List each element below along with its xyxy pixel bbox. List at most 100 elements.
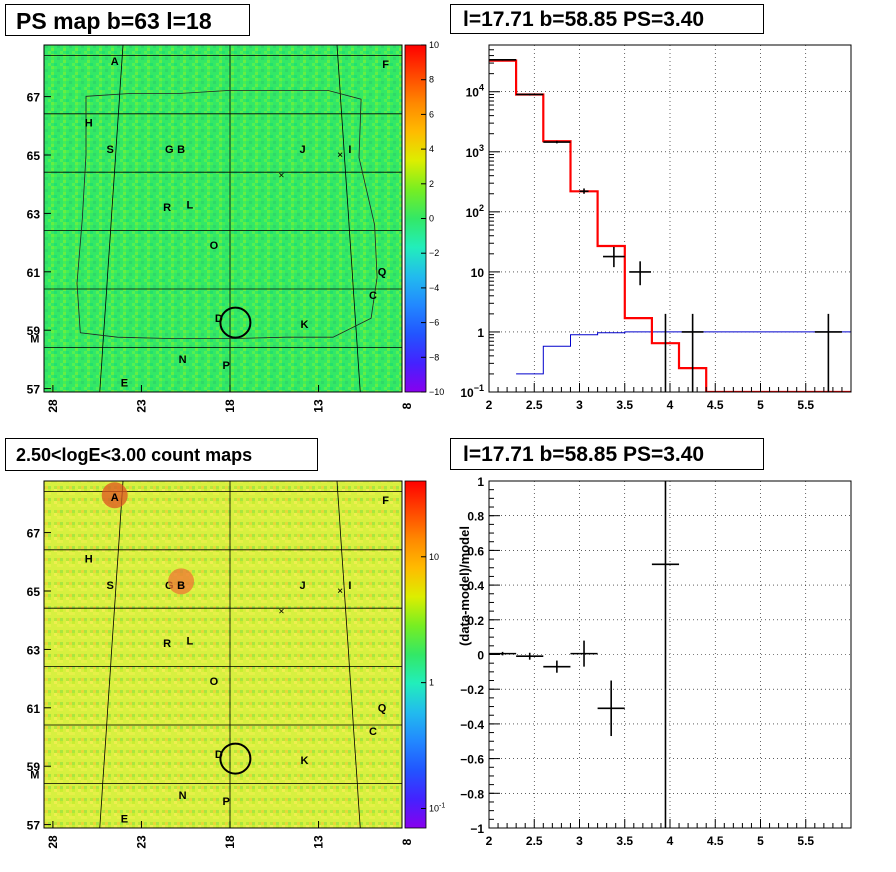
count-map-frame — [43, 480, 403, 829]
x-tick-label: 2.5 — [526, 834, 543, 848]
x-tick-label: 2 — [486, 834, 493, 848]
source-label-l: L — [187, 635, 194, 647]
colorbar-tick-label: 4 — [429, 144, 434, 154]
source-label-k: K — [301, 755, 309, 767]
y-tick-label: 65 — [27, 149, 41, 163]
source-label-f: F — [382, 59, 389, 71]
longitude-line — [336, 45, 361, 392]
y-tick-label: 102 — [466, 203, 484, 220]
bright-source-spot — [101, 482, 128, 509]
colorbar-tick-label: −6 — [429, 318, 439, 328]
x-tick-label: 3 — [576, 398, 583, 412]
x-tick-label: 5 — [757, 834, 764, 848]
y-tick-label: 61 — [27, 702, 41, 716]
source-label-k: K — [301, 319, 309, 331]
longitude-line — [0, 433, 22, 871]
y-tick-label: 10−1 — [460, 383, 484, 400]
cross-marker — [279, 608, 284, 614]
colorbar-tick-label: 8 — [429, 75, 434, 85]
x-tick-label: 8 — [400, 402, 414, 409]
residual-title: l=17.71 b=58.85 PS=3.40 — [450, 438, 764, 470]
source-label-p: P — [223, 796, 230, 808]
source-label-g: G — [165, 144, 174, 156]
x-tick-label: 8 — [400, 838, 414, 845]
source-label-q: Q — [378, 702, 387, 714]
target-marker-circle — [219, 306, 252, 339]
y-tick-label: 10 — [471, 266, 485, 280]
source-label-h: H — [85, 118, 93, 130]
y-tick-label: 1 — [477, 326, 484, 340]
roi-contour — [76, 90, 378, 339]
ps-map-frame — [43, 44, 403, 393]
colorbar-tick-label: 10 — [429, 40, 439, 50]
colorbar-tick-label: 0 — [429, 214, 434, 224]
source-label-c: C — [369, 290, 377, 302]
y-tick-label: 65 — [27, 585, 41, 599]
source-label-s: S — [106, 580, 113, 592]
colorbar-tick-label: 10-1 — [429, 803, 445, 814]
source-label-m: M — [30, 770, 39, 782]
spectrum-plot-area — [489, 45, 851, 392]
source-label-d: D — [215, 313, 223, 325]
y-tick-label: 63 — [27, 643, 41, 657]
colorbar-tick-label: 10 — [429, 552, 439, 562]
x-tick-label: 13 — [312, 399, 326, 413]
x-tick-label: 28 — [46, 835, 60, 849]
ps-map-grid — [0, 0, 402, 435]
source-label-e: E — [121, 813, 128, 825]
cross-marker — [337, 588, 343, 593]
source-label-r: R — [163, 638, 171, 650]
y-tick-label: 67 — [27, 91, 41, 105]
y-tick-label: 0.2 — [467, 614, 484, 628]
y-tick-label: 57 — [27, 383, 41, 397]
source-label-a: A — [111, 56, 119, 68]
source-label-i: I — [348, 580, 351, 592]
spectrum-title: l=17.71 b=58.85 PS=3.40 — [450, 4, 764, 34]
source-label-e: E — [121, 377, 128, 389]
source-label-o: O — [210, 676, 219, 688]
source-label-o: O — [210, 240, 219, 252]
source-label-h: H — [85, 554, 93, 566]
y-tick-label: −0.8 — [460, 787, 484, 801]
colorbar-tick-label: −4 — [429, 283, 439, 293]
x-tick-label: 23 — [134, 835, 148, 849]
colorbar-tick-label: −2 — [429, 248, 439, 258]
y-tick-label: 0.4 — [467, 579, 484, 593]
y-tick-label: 59 — [27, 760, 41, 774]
count-map-colorbar-frame — [404, 480, 427, 829]
x-tick-label: 13 — [312, 835, 326, 849]
source-label-j: J — [300, 144, 306, 156]
x-tick-label: 28 — [46, 399, 60, 413]
source-label-i: I — [348, 144, 351, 156]
source-label-b: B — [177, 144, 185, 156]
source-label-f: F — [382, 495, 389, 507]
residual-series — [489, 481, 680, 828]
y-tick-label: 59 — [27, 324, 41, 338]
y-tick-label: 0 — [477, 649, 484, 663]
ps-map-colorbar — [405, 45, 426, 392]
x-tick-label: 18 — [223, 399, 237, 413]
y-tick-label: 0.6 — [467, 544, 484, 558]
y-tick-label: 1 — [477, 475, 484, 489]
y-tick-label: −0.2 — [460, 683, 484, 697]
target-marker-circle — [219, 742, 252, 775]
x-tick-label: 5.5 — [797, 834, 814, 848]
x-tick-label: 3 — [576, 834, 583, 848]
y-tick-label: 0.8 — [467, 510, 484, 524]
source-label-n: N — [179, 354, 187, 366]
y-tick-label: −1 — [470, 822, 484, 836]
x-tick-label: 4 — [667, 398, 674, 412]
residual-panel: 2 2.5 3 3.5 4 4.5 5 5.5 1 0.8 0.6 0.4 0.2 0 −0.2 −0.4 −0… — [457, 475, 852, 848]
x-tick-label: 4 — [667, 834, 674, 848]
x-tick-label: 18 — [223, 835, 237, 849]
source-label-l: L — [187, 199, 194, 211]
ps-map-title: PS map b=63 l=18 — [5, 4, 250, 36]
y-tick-label: 61 — [27, 266, 41, 280]
source-label-j: J — [300, 580, 306, 592]
bright-source-spot — [168, 568, 195, 595]
x-tick-label: 2.5 — [526, 398, 543, 412]
longitude-line — [0, 0, 22, 435]
y-tick-label: 104 — [466, 83, 484, 100]
